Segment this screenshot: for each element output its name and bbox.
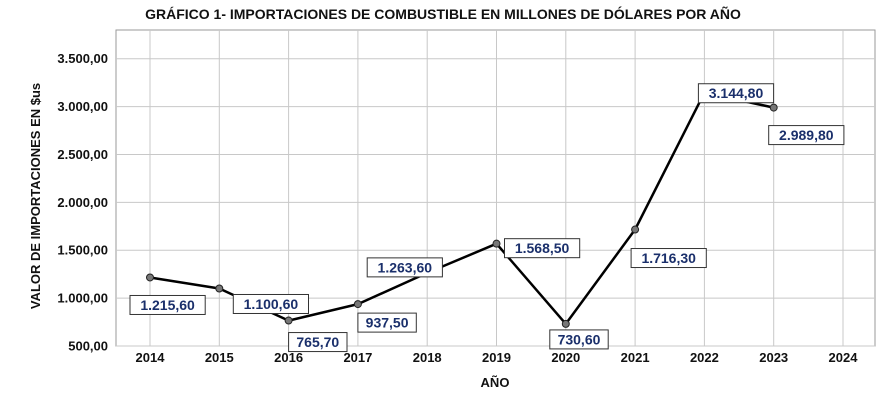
data-label: 730,60 — [549, 329, 609, 350]
y-tick-labels: 500,00 1.000,00 1.500,00 2.000,00 2.500,00 3.… — [57, 51, 108, 353]
data-label-box — [288, 332, 348, 353]
data-point — [492, 239, 501, 248]
data-labels: 1.215,60 1.100,60 765,70 937,50 1.263,60 1.56… — [129, 83, 845, 353]
x-tick-label: 2018 — [413, 350, 442, 365]
data-label-text: 2.989,80 — [779, 127, 834, 143]
x-tick-label: 2022 — [690, 350, 719, 365]
series-line — [149, 91, 774, 326]
x-tick-label: 2024 — [829, 350, 859, 365]
data-label-text: 730,60 — [558, 331, 601, 347]
data-point — [631, 225, 640, 234]
data-label: 765,70 — [288, 332, 348, 353]
data-label-box — [697, 83, 775, 104]
data-label-text: 1.263,60 — [378, 259, 433, 275]
data-label-box — [129, 294, 206, 315]
data-label: 3.144,80 — [697, 83, 775, 104]
x-tick-label: 2016 — [274, 350, 303, 365]
y-tick-label: 1.000,00 — [57, 291, 108, 306]
data-label: 1.215,60 — [129, 294, 206, 315]
data-label: 2.989,80 — [768, 125, 845, 146]
data-label-box — [549, 329, 609, 350]
y-tick-label: 2.500,00 — [57, 147, 108, 162]
data-label: 1.100,60 — [232, 293, 309, 314]
data-point — [353, 300, 362, 309]
data-label: 1.263,60 — [366, 257, 443, 278]
data-label-box — [232, 293, 309, 314]
data-label-text: 1.568,50 — [515, 240, 570, 256]
x-tick-label: 2019 — [482, 350, 511, 365]
x-tick-label: 2015 — [205, 350, 234, 365]
data-label-text: 3.144,80 — [709, 85, 764, 101]
data-label-text: 765,70 — [296, 334, 339, 350]
data-label-text: 1.215,60 — [140, 297, 195, 313]
chart-title: GRÁFICO 1- IMPORTACIONES DE COMBUSTIBLE … — [145, 5, 741, 22]
data-point — [769, 103, 778, 112]
x-tick-label: 2021 — [621, 350, 650, 365]
x-axis-title: AÑO — [481, 375, 510, 390]
y-tick-label: 3.500,00 — [57, 51, 108, 66]
y-tick-label: 3.000,00 — [57, 99, 108, 114]
data-point — [561, 319, 570, 328]
x-tick-label: 2023 — [759, 350, 788, 365]
x-tick-label: 2017 — [343, 350, 372, 365]
y-tick-label: 1.500,00 — [57, 243, 108, 258]
data-label-text: 1.100,60 — [244, 296, 299, 312]
data-point — [284, 316, 293, 325]
y-tick-label: 500,00 — [68, 339, 108, 354]
data-points — [146, 88, 778, 328]
data-label-box — [366, 257, 443, 278]
data-label: 937,50 — [357, 312, 417, 333]
data-label: 1.568,50 — [504, 238, 581, 259]
x-tick-label: 2020 — [551, 350, 580, 365]
x-tick-label: 2014 — [136, 350, 166, 365]
data-label-box — [357, 312, 417, 333]
x-tick-labels: 2014 2015 2016 2017 2018 2019 2020 2021 2022 2023… — [136, 350, 859, 365]
y-tick-label: 2.000,00 — [57, 195, 108, 210]
data-label-text: 937,50 — [366, 315, 409, 331]
data-label-box — [768, 125, 845, 146]
data-label: 1.716,30 — [630, 248, 707, 269]
data-label-text: 1.716,30 — [641, 250, 696, 266]
data-point — [146, 273, 154, 282]
y-axis-title: VALOR DE IMPORTACIONES EN $us — [28, 83, 43, 309]
data-label-box — [630, 248, 707, 269]
x-gridlines — [149, 30, 844, 346]
data-label-box — [504, 238, 581, 259]
data-point — [215, 284, 224, 293]
